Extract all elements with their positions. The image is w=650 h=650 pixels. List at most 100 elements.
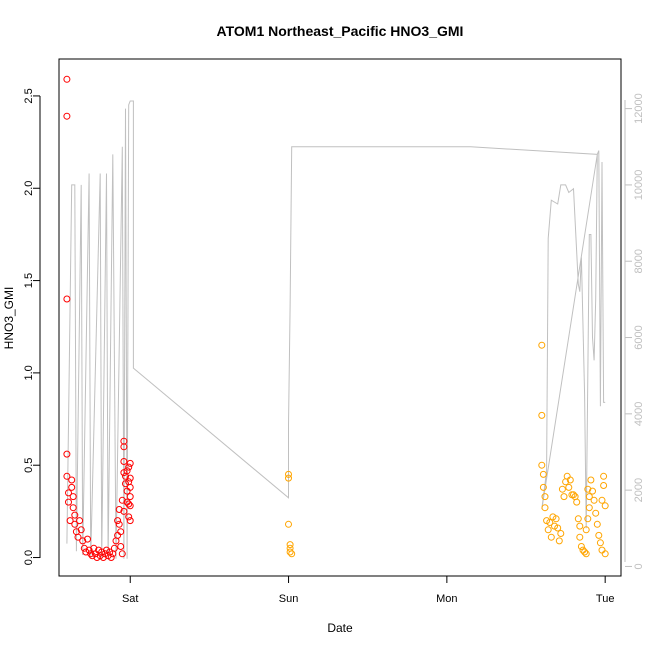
y-right-tick-label-3: 6000: [633, 325, 645, 349]
series-0-point-8: [68, 476, 76, 484]
series-0-point-65: [126, 493, 134, 501]
y-axis-right-ticks: 0 2000 4000 6000 8000 10000 12000: [625, 93, 645, 570]
y-left-tick-label-0: 0.0: [23, 550, 35, 565]
series-0-point-22: [85, 546, 93, 554]
series-0-point-62: [126, 459, 134, 467]
series-0-point-46: [118, 550, 126, 558]
series-1-point-8: [538, 411, 546, 419]
series-0-point-48: [120, 507, 128, 515]
plot-area: [63, 75, 609, 561]
series-1-point-23: [557, 530, 565, 537]
series-0-point-4: [63, 472, 71, 480]
series-1-point-10: [539, 470, 547, 478]
series-0-point-5: [65, 489, 72, 497]
series-0-point-64: [126, 483, 134, 491]
series-1-point-48: [590, 496, 598, 504]
series-0-point-6: [65, 498, 72, 506]
series-0-point-11: [69, 504, 77, 512]
series-0-point-63: [126, 474, 134, 482]
series-1-point-0: [285, 470, 292, 478]
y-right-tick-label-5: 10000: [633, 170, 645, 201]
y-axis-left-ticks: 0.0 0.5 1.0 1.5 2.0 2.5: [23, 88, 40, 565]
series-0-point-12: [71, 511, 79, 519]
series-1-point-21: [554, 524, 562, 532]
series-1-point-34: [574, 515, 582, 523]
series-1-point-1: [285, 474, 292, 482]
series-1-point-43: [584, 485, 592, 493]
series-0-point-41: [114, 517, 122, 525]
series-1-point-25: [560, 493, 568, 501]
series-0-point-1: [63, 112, 71, 120]
series-1-point-13: [541, 504, 549, 512]
series-1-point-33: [573, 498, 581, 506]
series-0-point-36: [107, 554, 115, 561]
series-0-point-61: [125, 500, 133, 508]
series-1-point-51: [595, 531, 603, 539]
series-1-point-58: [601, 502, 609, 510]
series-0-point-47: [118, 496, 126, 504]
x-tick-label-3: Tue: [596, 593, 615, 605]
series-1-point-49: [592, 509, 600, 517]
series-2-line: [66, 100, 606, 559]
series-0-point-0: [63, 75, 71, 83]
series-1-point-35: [576, 522, 584, 530]
series-0-point-21: [84, 535, 91, 543]
series-0-point-42: [115, 506, 123, 513]
series-1-point-24: [558, 485, 566, 493]
series-0-point-31: [99, 554, 107, 561]
series-1-point-20: [552, 515, 560, 523]
y-right-tick-label-1: 2000: [633, 478, 645, 502]
y-left-tick-label-5: 2.5: [23, 88, 35, 103]
series-1-point-12: [541, 493, 549, 501]
series-0-point-43: [115, 520, 123, 528]
series-1-point-46: [587, 476, 595, 484]
series-0-point-19: [80, 544, 88, 552]
series-1-point-41: [582, 526, 590, 534]
series-0-point-18: [79, 537, 87, 545]
series-0-point-51: [120, 458, 128, 465]
x-axis-ticks: Sat Sun Mon Tue: [122, 576, 614, 605]
series-1-point-31: [570, 491, 577, 499]
x-tick-label-0: Sat: [122, 593, 139, 605]
x-axis-label: Date: [327, 621, 353, 635]
series-0-point-58: [125, 463, 133, 471]
x-tick-label-2: Mon: [436, 593, 457, 605]
series-0-point-38: [110, 544, 118, 552]
series-0-point-15: [74, 533, 82, 541]
series-1-point-57: [601, 550, 609, 558]
y-right-tick-label-4: 8000: [633, 249, 645, 273]
series-1-point-37: [577, 543, 585, 550]
series-0-point-9: [68, 483, 76, 491]
y-right-tick-label-6: 12000: [633, 93, 645, 124]
series-1-point-29: [566, 476, 574, 484]
series-0-point-50: [120, 437, 128, 445]
y-axis-label: HNO3_GMI: [2, 287, 16, 350]
series-0-point-67: [126, 517, 134, 525]
series-0-point-45: [117, 543, 125, 550]
series-1-point-42: [584, 515, 592, 523]
series-0-point-55: [123, 467, 131, 475]
series-1-point-22: [555, 537, 563, 545]
series-1-point-28: [565, 483, 573, 491]
y-left-tick-label-2: 1.0: [23, 365, 35, 380]
series-1-point-11: [539, 483, 547, 491]
series-0-point-60: [125, 513, 133, 521]
series-1-point-45: [585, 504, 593, 512]
series-0-point-13: [71, 520, 79, 528]
y-right-tick-label-2: 4000: [633, 402, 645, 426]
series-0-point-66: [126, 502, 134, 510]
series-0-point-44: [117, 528, 125, 536]
series-1-point-56: [600, 482, 608, 489]
series-0-point-23: [87, 550, 95, 558]
series-1-point-3: [286, 541, 294, 549]
series-1-point-9: [538, 461, 546, 469]
series-1-point-6: [288, 550, 296, 558]
series-0-point-16: [76, 517, 84, 525]
series-1-point-54: [598, 546, 606, 554]
series-0-point-2: [63, 295, 71, 303]
series-1-point-36: [576, 533, 584, 541]
series-1-point-44: [585, 493, 593, 501]
series-1-point-2: [285, 520, 292, 528]
series-1-point-55: [600, 472, 608, 480]
